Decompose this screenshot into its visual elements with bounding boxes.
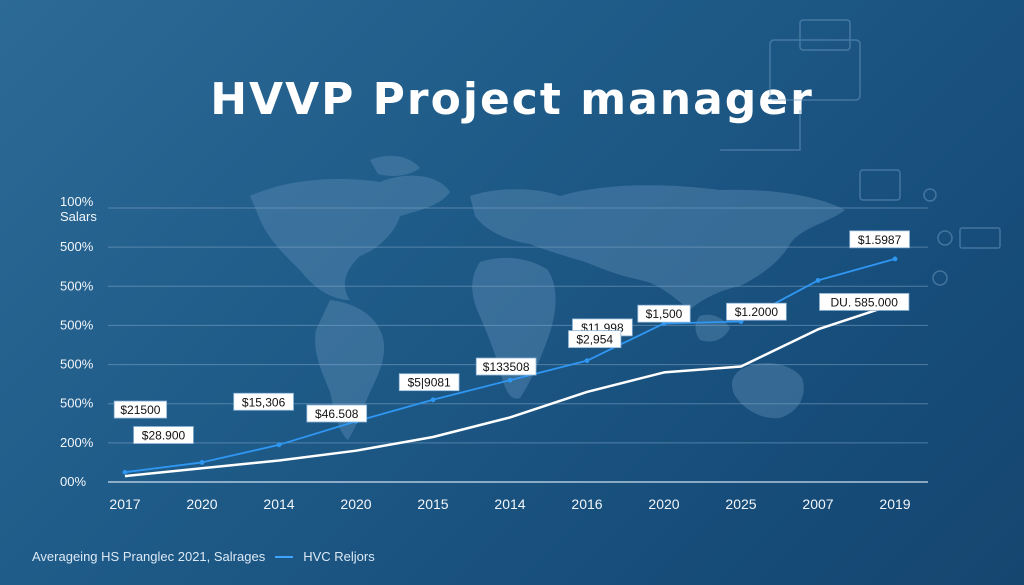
data-label: $1.5987 [849, 230, 910, 249]
series-point [507, 377, 513, 383]
decorative-tech-shapes [720, 19, 1001, 286]
series-point [199, 460, 205, 465]
data-label: $133508 [475, 357, 537, 376]
data-label-box [398, 373, 460, 392]
data-label: $5|9081 [398, 373, 460, 392]
series-point [892, 256, 898, 262]
data-label: $15,306 [233, 392, 294, 411]
data-label-box [113, 400, 167, 419]
data-label-text: $1.5987 [858, 233, 902, 247]
series-line [124, 302, 896, 478]
page-title: HVVP Project manager [210, 74, 814, 125]
legend-text: Averageing HS Pranglec 2021, Salrages [32, 549, 266, 564]
series-point [584, 358, 590, 364]
data-label-text: DU. 585.000 [831, 295, 899, 309]
x-tick-label: 2019 [879, 496, 910, 512]
series-point [815, 278, 821, 283]
series-point [122, 469, 128, 475]
x-tick-label: 2020 [186, 496, 217, 512]
data-label-text: $21500 [120, 403, 160, 417]
legend: Averageing HS Pranglec 2021, Salrages HV… [32, 549, 375, 564]
data-label-text: $1.2000 [735, 305, 779, 319]
y-tick-label: 500% [60, 239, 94, 254]
y-axis: 100%Salars 500% 500% 500% 500% 500% 200% 00% [60, 194, 97, 489]
data-label-text: $5|9081 [408, 376, 451, 390]
data-label-box [849, 230, 910, 249]
series-point [430, 397, 436, 403]
x-axis: 2017 2020 2014 2020 2015 2014 2016 2020 2025 2007… [109, 496, 910, 512]
data-label-box [819, 293, 910, 311]
data-label: $21500 [113, 400, 167, 419]
x-tick-label: 2016 [571, 496, 602, 512]
x-tick-label: 2017 [109, 496, 140, 512]
data-label: $28.900 [133, 426, 194, 444]
data-label: $2,954 [568, 330, 622, 349]
x-tick-label: 2014 [263, 496, 294, 512]
data-label: $1.2000 [726, 302, 787, 321]
legend-series-label: HVC Reljors [303, 549, 375, 564]
data-label-box [133, 426, 194, 444]
annotations: $21500 $28.900 $15,306 $46.508 $5|9081 $13350… [113, 230, 910, 444]
data-label-box [233, 392, 294, 411]
data-label-box [637, 304, 691, 323]
y-tick-label: 500% [60, 396, 94, 411]
data-label-box [306, 404, 368, 423]
x-tick-label: 2020 [648, 496, 679, 512]
data-label-box [568, 330, 622, 349]
x-tick-label: 2025 [725, 496, 756, 512]
data-label-text: $2,954 [576, 333, 613, 347]
data-label-text: $133508 [483, 360, 530, 374]
data-label-text: $28.900 [142, 429, 186, 443]
y-axis-label: Salars [60, 209, 97, 224]
x-tick-label: 2007 [802, 496, 833, 512]
data-label-box [726, 302, 787, 321]
data-label: $46.508 [306, 404, 368, 423]
data-label-text: $46.508 [315, 407, 359, 421]
series-point [276, 442, 282, 448]
data-label: DU. 585.000 [819, 293, 910, 311]
legend-swatch [275, 555, 294, 558]
y-tick-label: 200% [60, 435, 94, 450]
y-tick-label: 500% [60, 278, 94, 293]
data-label-text: $1,500 [646, 307, 683, 321]
data-label-text: $15,306 [242, 395, 286, 409]
world-map-background [250, 155, 845, 440]
y-axis-label: 100% [60, 194, 94, 209]
data-label: $1,500 [637, 304, 691, 323]
x-tick-label: 2014 [494, 496, 525, 512]
data-label-box [475, 357, 537, 376]
y-tick-label: 500% [60, 317, 94, 332]
x-tick-label: 2015 [417, 496, 448, 512]
y-tick-label: 00% [60, 474, 86, 489]
y-tick-label: 500% [60, 357, 94, 372]
x-tick-label: 2020 [340, 496, 371, 512]
